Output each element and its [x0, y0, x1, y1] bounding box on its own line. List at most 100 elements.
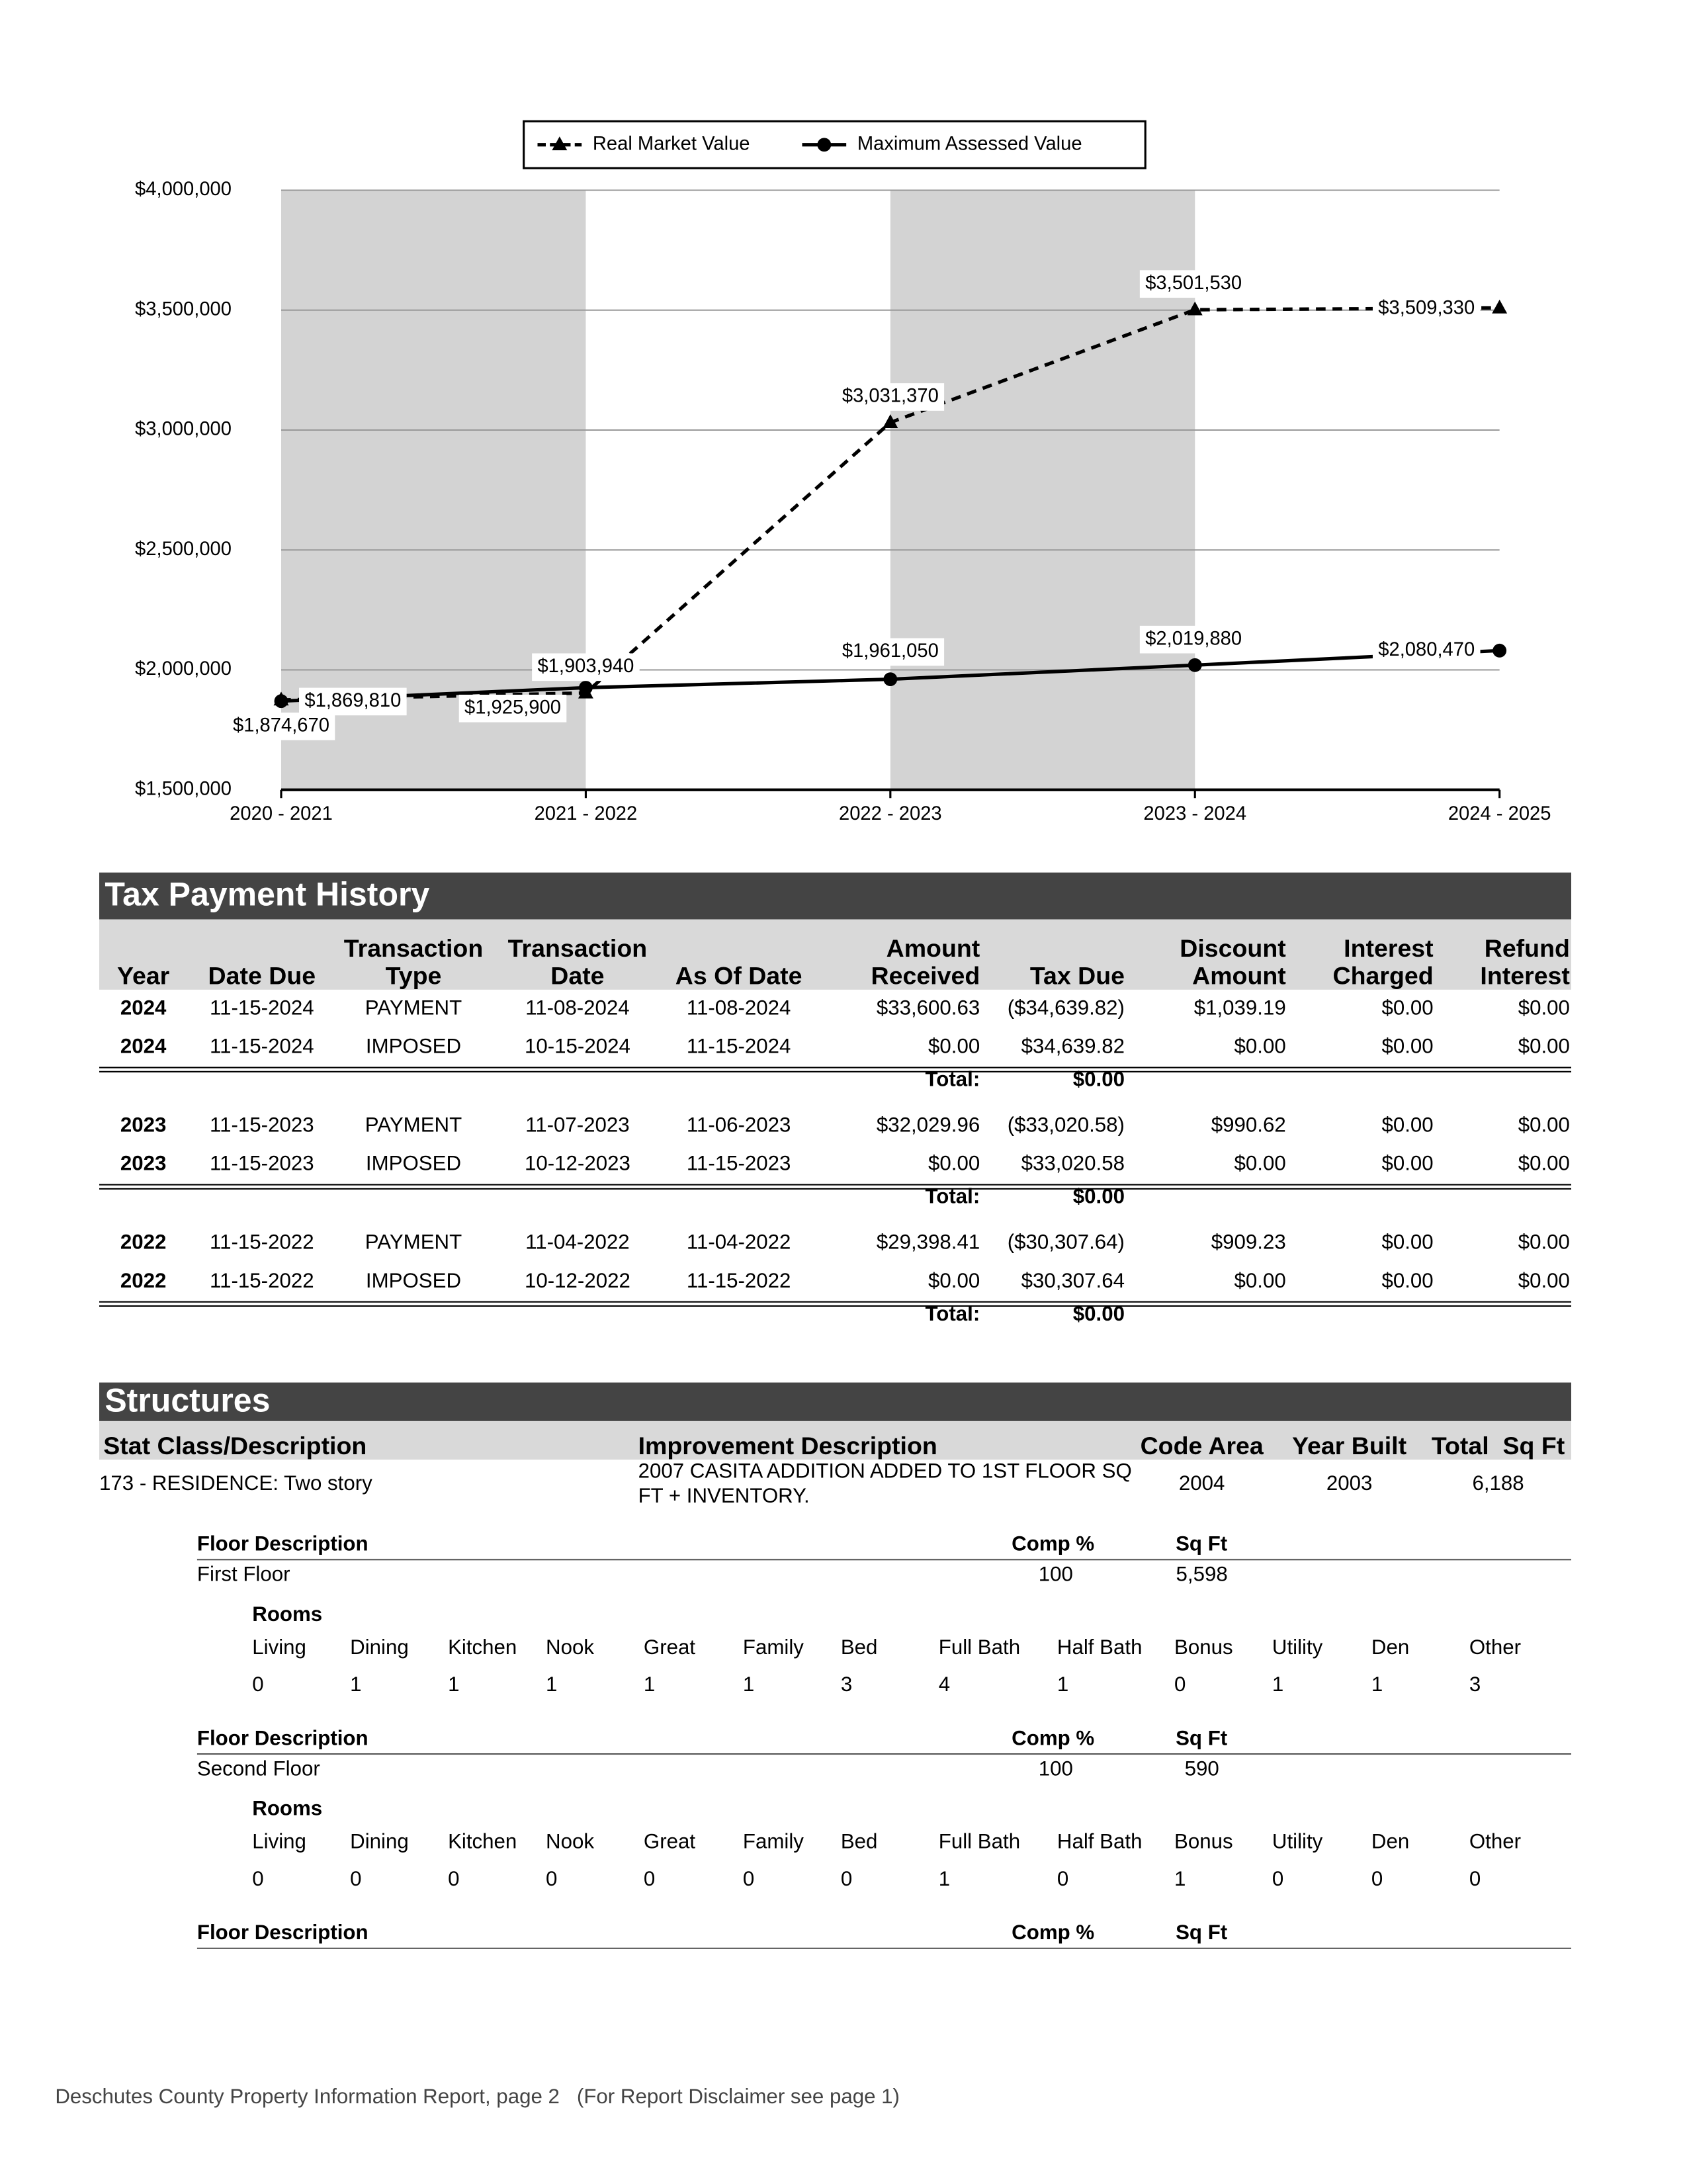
room-name: Dining [350, 1636, 409, 1660]
room-count: 0 [643, 1867, 656, 1892]
rule [99, 1184, 1571, 1186]
data-label-bg [836, 638, 945, 666]
room-name: Bonus [1174, 1830, 1233, 1855]
marker [274, 694, 288, 709]
rule [99, 1305, 1571, 1307]
footer: Deschutes County Property Information Re… [55, 2085, 900, 2109]
total-label: Total: [925, 1068, 980, 1092]
data-label-bg [1139, 270, 1248, 298]
floor-comp: 100 [1038, 1757, 1073, 1781]
room-name: Half Bath [1057, 1830, 1143, 1855]
cell: 11-15-2023 [686, 1152, 791, 1176]
column-header: Year Built [1292, 1432, 1407, 1460]
total-label: Total: [925, 1302, 980, 1327]
room-name: Family [742, 1830, 804, 1855]
room-count: 4 [938, 1673, 951, 1697]
room-count: 3 [840, 1673, 853, 1697]
cell: $0.00 [1518, 1035, 1570, 1059]
room-count: 0 [1371, 1867, 1383, 1892]
room-name: Kitchen [448, 1830, 517, 1855]
data-label: $3,501,530 [1145, 273, 1242, 294]
cell: 10-12-2023 [524, 1152, 630, 1176]
cell: 2023 [120, 1114, 167, 1137]
column-header: Improvement Description [638, 1432, 937, 1460]
column-header: Total Sq Ft [1431, 1432, 1565, 1460]
cell: IMPOSED [365, 1152, 462, 1176]
cell: $0.00 [1234, 1152, 1286, 1176]
data-label-bg [1372, 636, 1481, 665]
data-label-bg [836, 383, 945, 411]
cell: 11-15-2023 [210, 1152, 314, 1176]
cell: 11-06-2023 [686, 1114, 791, 1137]
room-name: Full Bath [938, 1830, 1021, 1855]
rooms-label: Rooms [252, 1602, 323, 1627]
total-label: Total: [925, 1185, 980, 1209]
cell: $0.00 [1518, 1269, 1570, 1293]
room-count: 1 [742, 1673, 755, 1697]
floor-header: Comp % [1012, 1921, 1095, 1945]
room-name: Bed [840, 1830, 878, 1855]
room-name: Kitchen [448, 1636, 517, 1660]
room-count: 0 [350, 1867, 362, 1892]
floor-comp: 100 [1038, 1563, 1073, 1587]
cell: 11-15-2023 [210, 1114, 314, 1137]
data-label: $1,925,900 [464, 697, 561, 719]
cell: IMPOSED [365, 1269, 462, 1293]
legend-marker [552, 136, 568, 151]
rule [99, 1301, 1571, 1303]
cell: 2022 [120, 1231, 167, 1254]
room-name: Den [1371, 1636, 1410, 1660]
data-label-bg [299, 687, 407, 716]
floor-sqft: 590 [1184, 1757, 1219, 1781]
cell: $0.00 [1518, 1114, 1570, 1137]
floor-header: Floor Description [196, 1727, 368, 1751]
cell: 2023 [120, 1152, 167, 1176]
column-header: Stat Class/Description [103, 1432, 367, 1460]
room-count: 0 [1272, 1867, 1284, 1892]
rule [196, 1947, 1571, 1949]
section-title: Tax Payment History [99, 872, 1571, 920]
column-header: Interest Charged [1332, 934, 1434, 990]
column-header: Transaction Type [343, 934, 484, 990]
room-name: Dining [350, 1830, 409, 1855]
rooms-label: Rooms [252, 1797, 323, 1821]
cell: PAYMENT [365, 1231, 462, 1254]
floor-name: First Floor [196, 1563, 290, 1587]
rule [99, 1188, 1571, 1190]
cell: 11-15-2022 [210, 1269, 314, 1293]
legend-label: Maximum Assessed Value [857, 133, 1082, 154]
section-title: Structures [99, 1382, 1571, 1421]
floor-header: Sq Ft [1176, 1532, 1228, 1557]
cell: $0.00 [1518, 996, 1570, 1020]
room-name: Nook [545, 1830, 594, 1855]
column-header: As Of Date [675, 962, 802, 990]
cell: 2007 CASITA ADDITION ADDED TO 1ST FLOOR … [638, 1460, 1132, 1508]
marker [1492, 299, 1508, 314]
column-header: Year [117, 962, 170, 990]
marker [578, 680, 593, 695]
room-name: Nook [545, 1636, 594, 1660]
cell: 11-15-2024 [210, 996, 314, 1020]
cell: $0.00 [928, 1152, 980, 1176]
room-name: Den [1371, 1830, 1410, 1855]
cell: $33,600.63 [876, 996, 980, 1020]
header-band [99, 919, 1571, 990]
cell: $0.00 [928, 1035, 980, 1059]
room-count: 0 [252, 1867, 264, 1892]
cell: 11-15-2022 [210, 1231, 314, 1254]
cell: $0.00 [928, 1269, 980, 1293]
data-label-bg [458, 694, 567, 722]
data-label-bg [532, 653, 640, 681]
room-name: Living [252, 1636, 306, 1660]
room-count: 1 [1272, 1673, 1284, 1697]
cell: $0.00 [1381, 1231, 1434, 1254]
cell: 6,188 [1472, 1471, 1524, 1496]
marker [1492, 643, 1507, 658]
cell: 11-15-2024 [686, 1035, 791, 1059]
marker [883, 672, 898, 687]
cell: $32,029.96 [876, 1114, 980, 1137]
cell: $0.00 [1381, 996, 1434, 1020]
room-count: 0 [1174, 1673, 1186, 1697]
cell: $0.00 [1518, 1152, 1570, 1176]
